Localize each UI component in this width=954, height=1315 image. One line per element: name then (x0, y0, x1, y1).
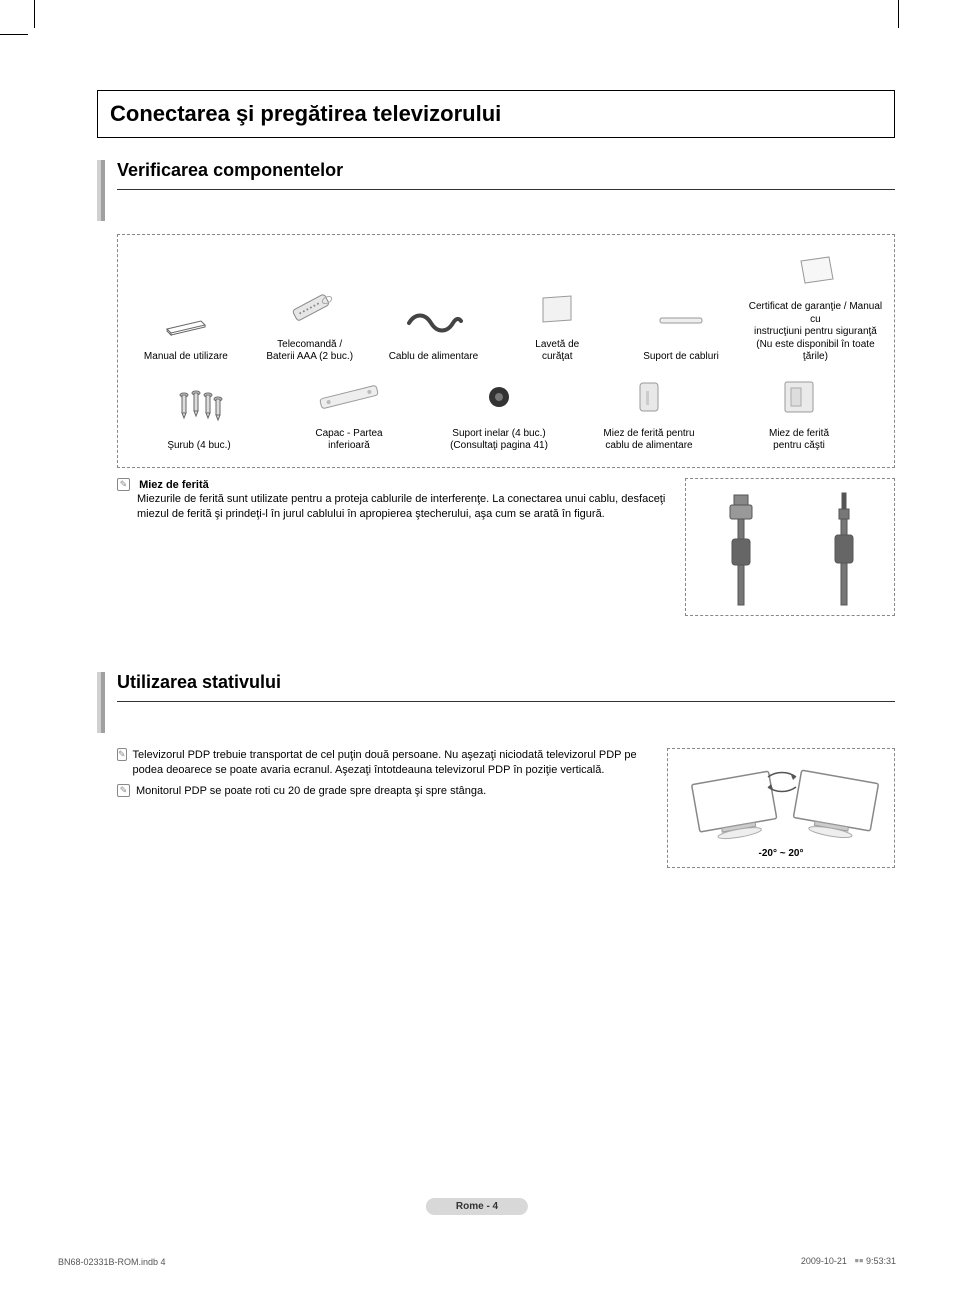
screws-icon (174, 384, 224, 434)
remote-icon (283, 283, 337, 333)
section-title: Verificarea componentelor (117, 160, 895, 181)
component-item: Manual de utilizare (124, 245, 248, 364)
ferrite-cable-jack-icon (815, 487, 875, 607)
section-title: Utilizarea stativului (117, 672, 895, 693)
component-label: Capac - Partea inferioară (315, 428, 382, 453)
component-item: Şurub (4 buc.) (124, 372, 274, 453)
ferrite-figure (685, 478, 895, 616)
section-header: Utilizarea stativului (97, 672, 895, 702)
footer-timestamp: 2009-10-21 ￭￭ 9:53:31 (801, 1254, 896, 1267)
crop-mark (34, 0, 35, 28)
component-label: Şurub (4 buc.) (167, 440, 230, 453)
component-label: Manual de utilizare (144, 351, 228, 364)
note-title: Miez de ferită (139, 479, 209, 491)
section-title-wrap: Utilizarea stativului (117, 672, 895, 702)
cable-holder-icon (656, 295, 706, 345)
component-item: Certificat de garanţie / Manual cu instr… (743, 245, 888, 364)
section-components: Verificarea componentelor (97, 160, 895, 190)
stand-figure: -20° ~ 20° (667, 748, 895, 868)
component-label: Suport de cabluri (643, 351, 719, 364)
component-label: Suport inelar (4 buc.) (Consultaţi pagin… (450, 428, 548, 453)
component-label: Cablu de alimentare (389, 351, 479, 364)
footer-date: 2009-10-21 (801, 1256, 847, 1266)
section-header: Verificarea componentelor (97, 160, 895, 190)
warranty-icon (793, 245, 837, 295)
crop-mark (0, 34, 28, 35)
note-icon: ✎ (117, 784, 130, 797)
component-item: Miez de ferită pentru căşti (724, 372, 874, 453)
section-accent-bar (97, 160, 105, 190)
ferrite-headphone-icon (781, 372, 817, 422)
components-box: Manual de utilizare Telecomandă / Bateri… (117, 234, 895, 468)
manual-icon (163, 295, 209, 345)
main-title-box: Conectarea şi pregătirea televizorului (97, 90, 895, 138)
cloth-icon (537, 283, 577, 333)
component-item: Capac - Partea inferioară (274, 372, 424, 453)
component-label: Telecomandă / Baterii AAA (2 buc.) (266, 339, 353, 364)
component-item: Suport inelar (4 buc.) (Consultaţi pagin… (424, 372, 574, 453)
note-icon: ✎ (117, 748, 127, 761)
ferrite-note: ✎ Miez de ferită Miezurile de ferită sun… (117, 478, 895, 616)
stand-para1: Televizorul PDP trebuie transportat de c… (133, 748, 651, 779)
page-number-pill: Rome - 4 (426, 1198, 528, 1215)
ferrite-cable-power-icon (706, 487, 776, 607)
component-item: Cablu de alimentare (372, 245, 496, 364)
components-row-2: Şurub (4 buc.) Capac - Partea inferioară… (124, 372, 888, 453)
ring-holder-icon (484, 372, 514, 422)
tv-rotate-icon (668, 753, 896, 853)
power-cord-icon (401, 295, 465, 345)
footer-time: 9:53:31 (866, 1256, 896, 1266)
component-label: Certificat de garanţie / Manual cu instr… (743, 301, 888, 364)
components-row-1: Manual de utilizare Telecomandă / Bateri… (124, 245, 888, 364)
note-icon: ✎ (117, 478, 130, 491)
component-label: Miez de ferită pentru căşti (769, 428, 829, 453)
section-accent-bar-extend (97, 189, 105, 221)
component-item: Lavetă de curăţat (495, 245, 619, 364)
page-content: Conectarea şi pregătirea televizorului V… (55, 30, 895, 868)
stand-text: ✎ Televizorul PDP trebuie transportat de… (117, 748, 651, 868)
component-item: Suport de cabluri (619, 245, 743, 364)
note-body: Miezurile de ferită sunt utilizate pentr… (137, 492, 667, 522)
crop-mark (898, 0, 899, 28)
stand-content: ✎ Televizorul PDP trebuie transportat de… (117, 748, 895, 868)
footer-filename: BN68-02331B-ROM.indb 4 (58, 1257, 166, 1267)
ferrite-power-icon (634, 372, 664, 422)
section-stand: Utilizarea stativului (97, 672, 895, 702)
component-item: Telecomandă / Baterii AAA (2 buc.) (248, 245, 372, 364)
section-title-wrap: Verificarea componentelor (117, 160, 895, 190)
stand-para2: Monitorul PDP se poate roti cu 20 de gra… (136, 784, 486, 799)
component-label: Lavetă de curăţat (535, 339, 579, 364)
bottom-cover-icon (314, 372, 384, 422)
note-text: ✎ Miez de ferită Miezurile de ferită sun… (117, 478, 667, 616)
component-item: Miez de ferită pentru cablu de alimentar… (574, 372, 724, 453)
component-label: Miez de ferită pentru cablu de alimentar… (603, 428, 694, 453)
section-accent-bar (97, 672, 105, 702)
main-title: Conectarea şi pregătirea televizorului (110, 101, 882, 127)
section-accent-bar-extend (97, 701, 105, 733)
stand-angle-label: -20° ~ 20° (668, 848, 894, 859)
